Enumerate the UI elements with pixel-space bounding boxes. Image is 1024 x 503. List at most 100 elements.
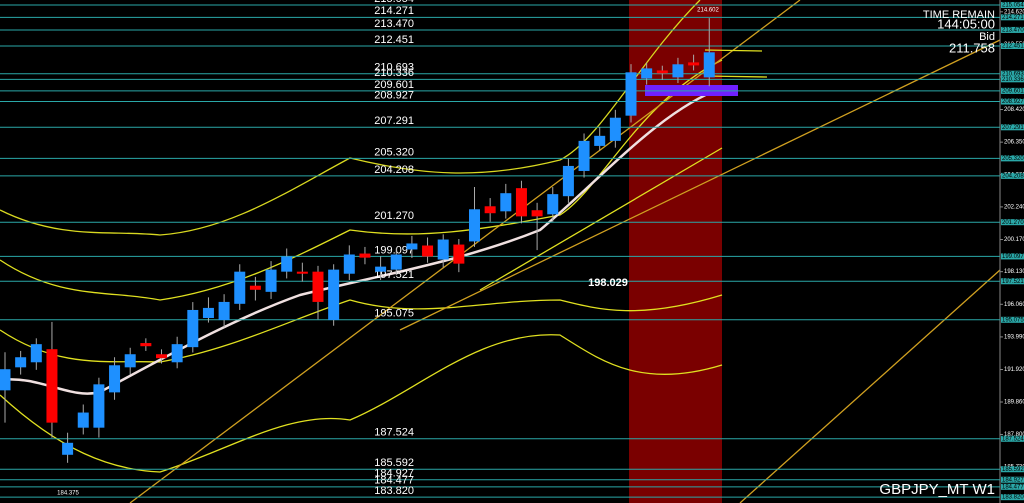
time-remain-label: TIME REMAIN (923, 9, 995, 21)
axis-level-box (1001, 172, 1024, 179)
candle-body (562, 165, 574, 197)
candle-body (171, 344, 183, 363)
axis-level-box (1001, 155, 1024, 162)
axis-level-box (1001, 124, 1024, 131)
level-label: 201.270 (374, 210, 414, 222)
level-label: 184.477 (374, 475, 414, 487)
candle-body (688, 62, 700, 66)
candle-body (218, 301, 230, 321)
candle-body (578, 140, 590, 171)
y-tick-label: 191.920 (1004, 367, 1024, 373)
candle-body (406, 243, 418, 250)
axis-level-box (1001, 1, 1024, 8)
y-tick-label: 187.800 (1004, 432, 1024, 438)
level-label: 210.693 (374, 62, 414, 74)
candle-body (390, 254, 402, 270)
candle-body (140, 343, 152, 347)
candle-body (703, 52, 715, 78)
axis-level-label: 210.693 (1002, 71, 1024, 77)
axis-level-box (1001, 483, 1024, 490)
axis-level-box (1001, 316, 1024, 323)
candle-body (453, 244, 465, 264)
candle-body (187, 309, 199, 348)
level-label: 212.451 (374, 34, 414, 46)
axis-level-label: 184.927 (1002, 477, 1024, 483)
axis-level-box (1001, 98, 1024, 105)
axis-level-label: 212.451 (1002, 44, 1024, 50)
y-tick-label: 202.240 (1004, 204, 1024, 210)
axis-level-label: 209.601 (1002, 88, 1024, 94)
axis-level-label: 205.320 (1002, 156, 1024, 162)
candle-body (469, 209, 480, 242)
axis-level-label: 183.820 (1002, 495, 1024, 501)
candle-body (641, 68, 653, 79)
axis-level-box (1001, 14, 1024, 21)
high-marker: 214.602 (697, 8, 719, 14)
candle-body (77, 412, 89, 428)
candle-body (124, 354, 136, 368)
candle-body (625, 72, 637, 116)
level-label: 197.521 (374, 269, 414, 281)
axis-level-label: 210.336 (1002, 77, 1024, 83)
level-label: 185.592 (374, 457, 414, 469)
axis-level-label: 213.470 (1002, 28, 1024, 34)
y-tick-label: 189.860 (1004, 400, 1024, 406)
candle-body (500, 193, 512, 212)
y-tick-label: 198.130 (1004, 269, 1024, 275)
candle-body (343, 254, 355, 274)
axis-level-box (1001, 76, 1024, 83)
level-label: 184.927 (374, 468, 414, 480)
indicator-bands (0, 0, 1001, 503)
candle-body (202, 307, 214, 318)
level-label: 209.601 (374, 79, 414, 91)
bid-label: Bid (979, 31, 995, 43)
bid: 211.758 (949, 40, 995, 55)
axis-level-label: 208.927 (1002, 99, 1024, 105)
axis-level-box (1001, 42, 1024, 49)
session-zone (629, 0, 722, 503)
candle-body (422, 245, 434, 257)
axis-level-box (1001, 435, 1024, 442)
candle-body (547, 194, 559, 215)
candle-body (62, 442, 74, 455)
axis-level-box (1001, 466, 1024, 473)
candle-body (296, 271, 308, 274)
axis-level-label: 184.477 (1002, 484, 1024, 490)
axis-level-label: 199.097 (1002, 254, 1024, 260)
axis-level-box (1001, 278, 1024, 285)
y-tick-label: 193.990 (1004, 334, 1024, 340)
candle-body (672, 64, 684, 78)
candle-body (359, 253, 371, 258)
axis-level-label: 197.521 (1002, 279, 1024, 285)
axis-level-box (1001, 476, 1024, 483)
level-label: 213.470 (374, 18, 414, 30)
level-label: 210.336 (374, 67, 414, 79)
axis-level-box (1001, 26, 1024, 33)
axis-level-label: 207.291 (1002, 125, 1024, 131)
symbol-label: GBPJPY_MT W1 (879, 481, 995, 498)
level-label: 208.927 (374, 89, 414, 101)
axis-level-box (1001, 494, 1024, 501)
candle-body (46, 349, 58, 423)
axis-level-box (1001, 253, 1024, 260)
candle-body (437, 239, 449, 260)
low-marker: 184.375 (57, 491, 79, 497)
axis-level-box (1001, 70, 1024, 77)
level-label: 187.524 (374, 427, 414, 439)
level-label: 204.208 (374, 164, 414, 176)
axis-level-label: 204.208 (1002, 173, 1024, 179)
level-label: 205.320 (374, 146, 414, 158)
level-label: 199.097 (374, 244, 414, 256)
axis-level-label: 195.075 (1002, 317, 1024, 323)
axis-level-label: 215.054 (1002, 3, 1024, 9)
candle-body (265, 269, 277, 292)
y-tick-label: 206.350 (1004, 140, 1024, 146)
pivot-label: 198.029 (588, 277, 628, 289)
candle-body (484, 206, 496, 214)
candle-body (515, 188, 527, 217)
candle-body (594, 135, 606, 146)
y-tick-label: 208.420 (1004, 107, 1024, 113)
axis-level-box (1001, 219, 1024, 226)
level-label: 183.820 (374, 485, 414, 497)
